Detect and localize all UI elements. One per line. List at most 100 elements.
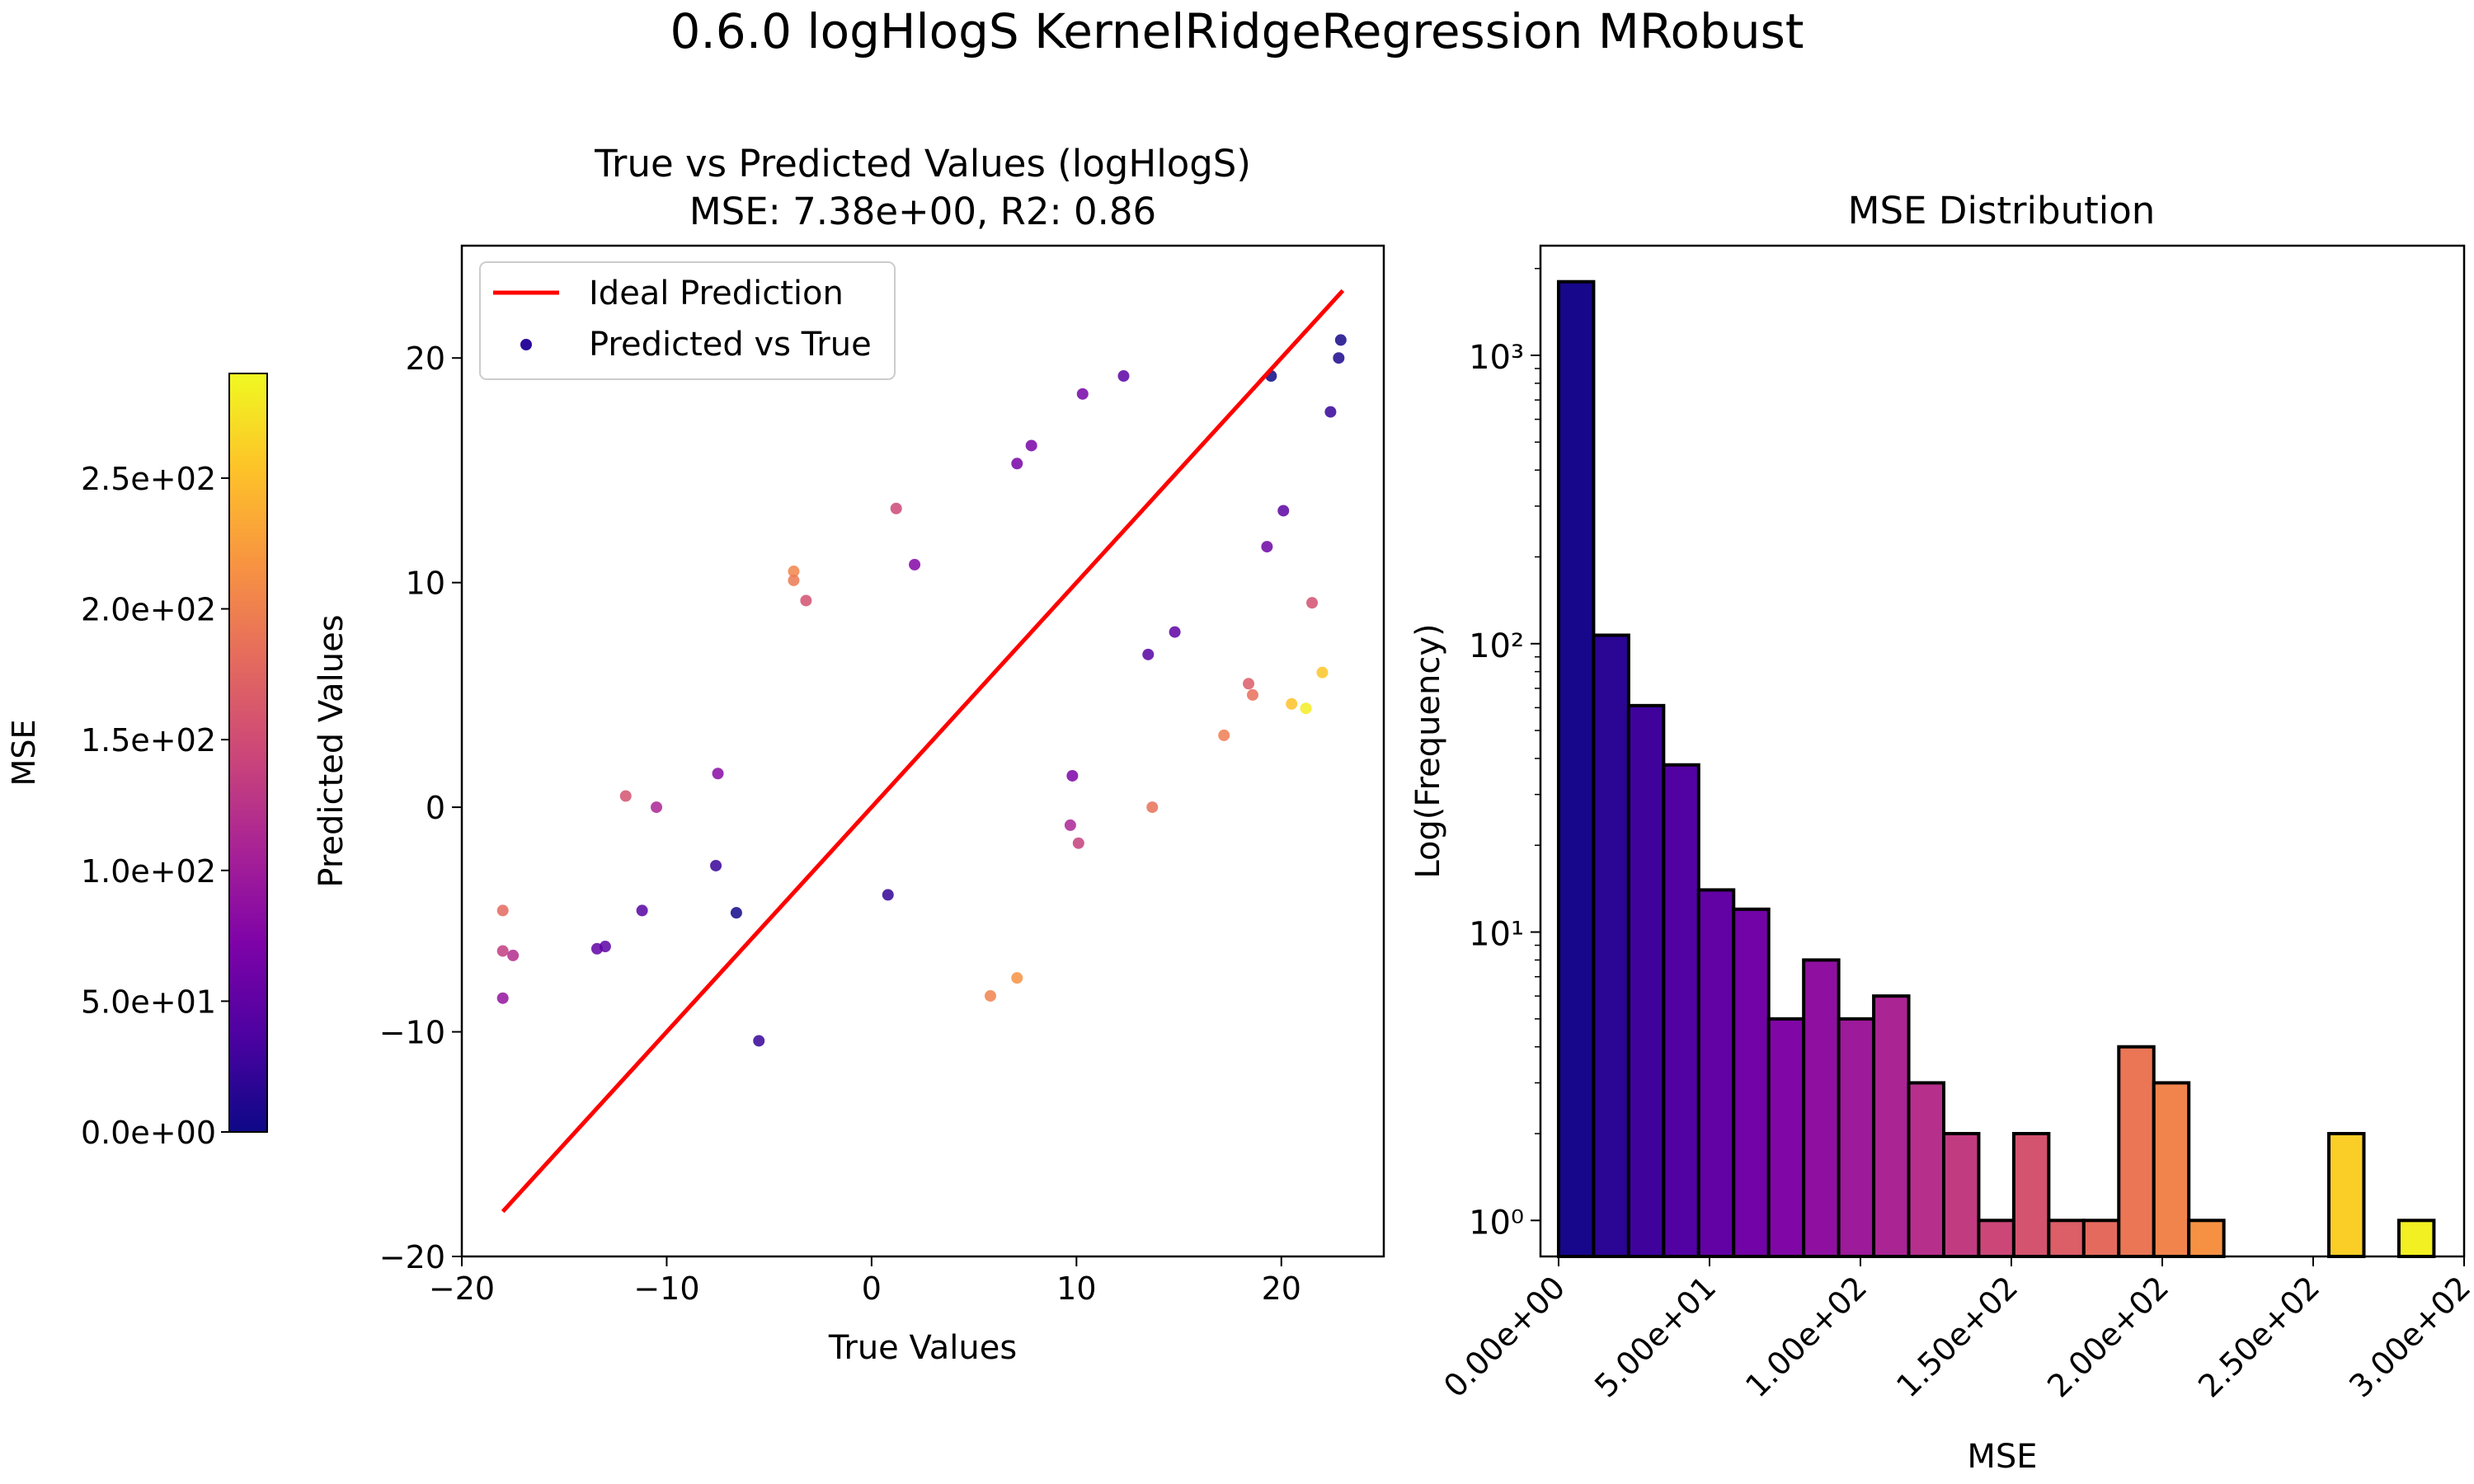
histogram-x-tick-label: 1.50e+02 — [1889, 1269, 2025, 1404]
histogram-y-ticks: 10⁰ 10¹ 10² 10³ — [1469, 267, 1540, 1242]
legend-points-swatch — [520, 339, 532, 350]
scatter-point — [1306, 597, 1319, 609]
scatter-point — [753, 1035, 765, 1047]
scatter-point — [788, 566, 800, 578]
scatter-legend: Ideal Prediction Predicted vs True — [479, 261, 896, 380]
scatter-y-tick-label: 20 — [406, 340, 445, 377]
histogram-bars — [1556, 279, 2436, 1259]
scatter-point — [1076, 387, 1089, 400]
figure-suptitle: 0.6.0 logHlogS KernelRidgeRegression MRo… — [670, 3, 1804, 59]
histogram-y-tick-label: 10² — [1469, 627, 1524, 665]
scatter-y-tick-label: −10 — [379, 1015, 445, 1051]
histogram-x-ticks: 0.00e+00 5.00e+01 1.00e+02 1.50e+02 2.00e+02… — [1437, 1256, 2474, 1404]
histogram-y-tick-label: 10³ — [1469, 339, 1524, 377]
scatter-point — [636, 904, 648, 917]
scatter-point — [507, 949, 520, 961]
histogram-x-tick-label: 1.00e+02 — [1738, 1269, 1874, 1404]
histogram-x-tick-label: 0.00e+00 — [1437, 1269, 1572, 1404]
histogram-title: MSE Distribution — [1848, 189, 2156, 232]
histogram-bar — [1837, 1017, 1876, 1258]
scatter-point — [909, 558, 921, 571]
scatter-point — [1261, 541, 1273, 553]
scatter-point — [710, 859, 722, 871]
colorbar-label: MSE — [6, 720, 42, 787]
scatter-point — [496, 945, 509, 957]
scatter-points — [496, 334, 1347, 1047]
histogram-y-axis-label: Log(Frequency) — [1409, 623, 1447, 878]
histogram-bar — [2081, 1219, 2121, 1259]
scatter-point — [1146, 801, 1159, 814]
scatter-x-tick-label: 0 — [862, 1270, 882, 1307]
scatter-point — [800, 594, 812, 607]
scatter-point — [890, 502, 902, 514]
scatter-point — [1218, 729, 1230, 741]
legend-ideal-label: Ideal Prediction — [589, 275, 844, 312]
scatter-point — [1117, 370, 1130, 383]
histogram-bar — [1872, 994, 1911, 1258]
scatter-y-tick-label: 10 — [406, 566, 445, 602]
colorbar-tick-label: 0.0e+00 — [81, 1115, 216, 1151]
scatter-point — [1243, 678, 1255, 690]
scatter-x-axis-label: True Values — [828, 1329, 1017, 1367]
scatter-y-tick-label: −20 — [379, 1239, 445, 1275]
histogram-x-tick-label: 2.50e+02 — [2191, 1269, 2326, 1404]
scatter-point — [1142, 648, 1155, 660]
scatter-panel: True vs Predicted Values (logHlogS) MSE:… — [313, 142, 1385, 1367]
colorbar-tick-label: 1.5e+02 — [81, 722, 216, 758]
scatter-x-tick-label: −10 — [633, 1270, 699, 1307]
scatter-point — [1333, 352, 1345, 364]
scatter-point — [1169, 626, 1181, 638]
histogram-bar — [1662, 763, 1700, 1258]
colorbar-tick-label: 5.0e+01 — [81, 984, 216, 1020]
scatter-point — [984, 989, 996, 1002]
scatter-point — [788, 574, 800, 586]
scatter-point — [1277, 505, 1290, 517]
histogram-x-tick-label: 5.00e+01 — [1587, 1269, 1723, 1404]
colorbar-gradient — [228, 373, 268, 1133]
scatter-point — [1286, 697, 1298, 710]
histogram-bar — [1556, 279, 1596, 1258]
scatter-point — [882, 889, 894, 901]
histogram-bar — [2117, 1045, 2156, 1259]
scatter-point — [1246, 688, 1258, 701]
scatter-point — [1066, 769, 1079, 782]
colorbar-ticks: 0.0e+00 5.0e+01 1.0e+02 1.5e+02 2.0e+02 2.5e+… — [81, 461, 229, 1151]
histogram-bar — [2396, 1219, 2436, 1259]
scatter-y-axis-label: Predicted Values — [313, 614, 350, 887]
scatter-y-ticks: −20 −10 0 10 20 — [379, 340, 462, 1275]
histogram-bar — [2187, 1219, 2226, 1259]
scatter-point — [1334, 334, 1347, 346]
colorbar-tick-label: 1.0e+02 — [81, 853, 216, 890]
histogram-bar — [2047, 1219, 2086, 1259]
scatter-point — [619, 790, 632, 802]
scatter-x-tick-label: −20 — [429, 1270, 495, 1307]
scatter-point — [712, 768, 724, 780]
histogram-bar — [2327, 1132, 2366, 1258]
colorbar-tick-label: 2.0e+02 — [81, 592, 216, 628]
histogram-bar — [1941, 1132, 1981, 1258]
scatter-point — [1025, 439, 1037, 452]
histogram-y-tick-label: 10¹ — [1469, 916, 1524, 954]
histogram-bar — [2011, 1132, 2051, 1258]
histogram-x-tick-label: 2.00e+02 — [2040, 1269, 2175, 1404]
legend-box — [479, 261, 896, 380]
legend-points-label: Predicted vs True — [589, 326, 872, 364]
scatter-point — [651, 801, 663, 814]
histogram-x-axis-label: MSE — [1967, 1438, 2037, 1476]
colorbar: 0.0e+00 5.0e+01 1.0e+02 1.5e+02 2.0e+02 2.5e+… — [6, 373, 268, 1151]
histogram-bar — [1907, 1081, 1945, 1259]
scatter-point — [496, 992, 509, 1004]
scatter-point — [1316, 666, 1329, 679]
scatter-title-line2: MSE: 7.38e+00, R2: 0.86 — [689, 190, 1156, 233]
scatter-x-ticks: −20 −10 0 10 20 — [429, 1256, 1301, 1307]
scatter-point — [1324, 406, 1337, 418]
histogram-panel: MSE Distribution 0.00e+00 5.00e+01 1.00e+0… — [1409, 189, 2474, 1476]
scatter-point — [730, 907, 742, 919]
scatter-point — [590, 942, 603, 955]
ideal-prediction-line — [501, 289, 1345, 1214]
histogram-bar — [1696, 888, 1736, 1258]
scatter-point — [1011, 972, 1023, 984]
scatter-point — [1011, 458, 1023, 470]
colorbar-tick-label: 2.5e+02 — [81, 461, 216, 497]
